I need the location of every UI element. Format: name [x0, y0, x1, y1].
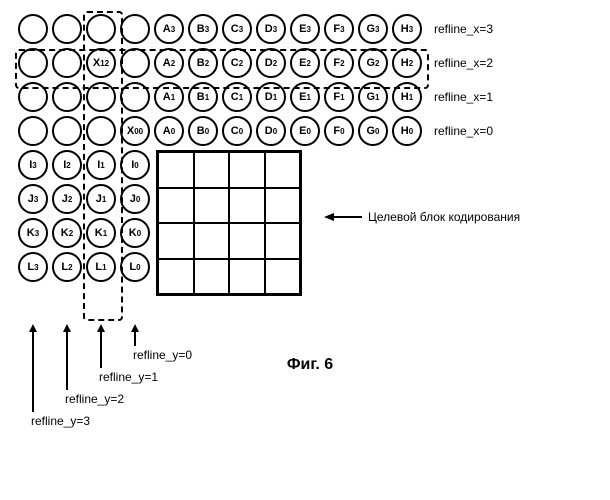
ref-pixel-empty	[86, 116, 116, 146]
ref-pixel-E: E3	[290, 14, 320, 44]
ref-pixel-K: K3	[18, 218, 48, 248]
ref-pixel-I: I0	[120, 150, 150, 180]
refline-y-columns: I3I2I1I0 J3J2J1J0 K3K2K1K0 L3L2L1L0	[18, 150, 150, 286]
ref-pixel-E: E2	[290, 48, 320, 78]
refline-y-label: refline_y=2	[65, 392, 124, 406]
ref-pixel-J: J2	[52, 184, 82, 214]
ref-pixel-D: D3	[256, 14, 286, 44]
ref-pixel-B: B1	[188, 82, 218, 112]
refline-x-label: refline_x=3	[434, 22, 493, 36]
refline-x-label: refline_x=1	[434, 90, 493, 104]
arrow-line	[134, 332, 136, 346]
ref-pixel-empty	[52, 82, 82, 112]
ref-pixel-H: H3	[392, 14, 422, 44]
ref-pixel-I: I2	[52, 150, 82, 180]
ref-pixel-empty	[18, 48, 48, 78]
ref-pixel-J: J0	[120, 184, 150, 214]
ref-pixel-E: E1	[290, 82, 320, 112]
ref-pixel-empty	[18, 116, 48, 146]
ref-pixel-B: B2	[188, 48, 218, 78]
ref-pixel-K: K0	[120, 218, 150, 248]
ref-pixel-I: I3	[18, 150, 48, 180]
ref-pixel-H: H2	[392, 48, 422, 78]
ref-pixel-C: C0	[222, 116, 252, 146]
arrow-line	[100, 332, 102, 368]
ref-pixel-empty	[86, 82, 116, 112]
arrow-up-icon	[63, 324, 71, 332]
refline-y-row-2: K3K2K1K0	[18, 218, 150, 248]
refline-y-row-3: L3L2L1L0	[18, 252, 150, 282]
target-block-pointer: Целевой блок кодирования	[324, 210, 520, 224]
ref-pixel-E: E0	[290, 116, 320, 146]
ref-pixel-empty	[52, 48, 82, 78]
ref-pixel-G: G3	[358, 14, 388, 44]
ref-pixel-G: G1	[358, 82, 388, 112]
ref-pixel-D: D1	[256, 82, 286, 112]
ref-pixel-empty	[86, 14, 116, 44]
ref-pixel-empty	[120, 82, 150, 112]
ref-pixel-K: K2	[52, 218, 82, 248]
ref-pixel-K: K1	[86, 218, 116, 248]
refline-x-row-2: X12 A2B2C2D2E2F2G2H2 refline_x=2	[18, 48, 602, 78]
ref-pixel-empty	[18, 82, 48, 112]
ref-pixel-D: D2	[256, 48, 286, 78]
ref-pixel-C: C1	[222, 82, 252, 112]
ref-pixel-X: X12	[86, 48, 116, 78]
refline-y-label: refline_y=1	[99, 370, 158, 384]
ref-pixel-L: L1	[86, 252, 116, 282]
ref-pixel-I: I1	[86, 150, 116, 180]
ref-pixel-C: C2	[222, 48, 252, 78]
ref-pixel-L: L0	[120, 252, 150, 282]
ref-pixel-F: F0	[324, 116, 354, 146]
refline-x-row-3: A3B3C3D3E3F3G3H3 refline_x=3	[18, 14, 602, 44]
refline-x-label: refline_x=0	[434, 124, 493, 138]
ref-pixel-B: B0	[188, 116, 218, 146]
refline-y-label: refline_y=3	[31, 414, 90, 428]
ref-pixel-empty	[52, 14, 82, 44]
ref-pixel-D: D0	[256, 116, 286, 146]
ref-pixel-A: A0	[154, 116, 184, 146]
ref-pixel-F: F1	[324, 82, 354, 112]
arrow-line	[66, 332, 68, 390]
refline-x-row-1: A1B1C1D1E1F1G1H1 refline_x=1	[18, 82, 602, 112]
refline-y-label: refline_y=0	[133, 348, 192, 362]
arrow-up-icon	[29, 324, 37, 332]
ref-pixel-F: F2	[324, 48, 354, 78]
arrow-up-icon	[97, 324, 105, 332]
target-coding-block	[156, 150, 302, 296]
ref-pixel-G: G0	[358, 116, 388, 146]
ref-pixel-X: X00	[120, 116, 150, 146]
ref-pixel-empty	[52, 116, 82, 146]
ref-pixel-J: J3	[18, 184, 48, 214]
refline-y-row-0: I3I2I1I0	[18, 150, 150, 180]
ref-pixel-C: C3	[222, 14, 252, 44]
ref-pixel-A: A1	[154, 82, 184, 112]
ref-pixel-L: L3	[18, 252, 48, 282]
target-block-label: Целевой блок кодирования	[368, 210, 520, 224]
refline-x-row-0: X00A0B0C0D0E0F0G0H0 refline_x=0	[18, 116, 602, 146]
arrow-line	[32, 332, 34, 412]
ref-pixel-empty	[18, 14, 48, 44]
lower-section: I3I2I1I0 J3J2J1J0 K3K2K1K0 L3L2L1L0 Целевой …	[18, 150, 602, 296]
ref-pixel-B: B3	[188, 14, 218, 44]
ref-pixel-F: F3	[324, 14, 354, 44]
ref-pixel-J: J1	[86, 184, 116, 214]
ref-pixel-H: H1	[392, 82, 422, 112]
ref-pixel-A: A2	[154, 48, 184, 78]
ref-pixel-empty	[120, 48, 150, 78]
ref-pixel-empty	[120, 14, 150, 44]
arrow-up-icon	[131, 324, 139, 332]
ref-pixel-L: L2	[52, 252, 82, 282]
ref-pixel-A: A3	[154, 14, 184, 44]
refline-y-row-1: J3J2J1J0	[18, 184, 150, 214]
refline-x-label: refline_x=2	[434, 56, 493, 70]
ref-pixel-H: H0	[392, 116, 422, 146]
ref-pixel-G: G2	[358, 48, 388, 78]
